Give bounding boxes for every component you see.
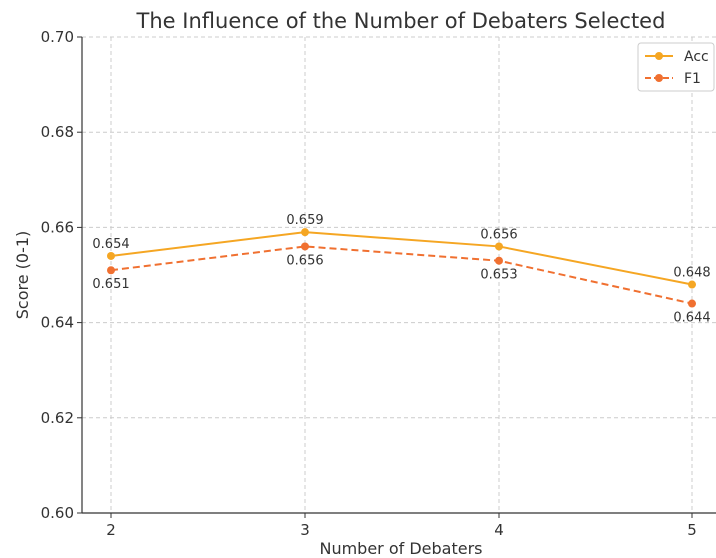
- legend-marker-acc: [655, 52, 663, 60]
- series-line-acc: [110, 231, 693, 286]
- data-point-acc: [301, 228, 309, 237]
- data-label-acc: 0.656: [480, 227, 517, 242]
- data-label-acc: 0.659: [286, 213, 323, 228]
- data-point-acc: [107, 251, 115, 260]
- data-label-f1: 0.653: [480, 268, 517, 283]
- data-point-acc: [688, 280, 696, 289]
- data-point-acc: [495, 242, 503, 251]
- x-axis-ticks: 2 3 4 5: [106, 513, 697, 539]
- data-label-f1: 0.644: [673, 311, 710, 326]
- x-tick-label: 2: [106, 521, 116, 539]
- y-tick-label: 0.66: [41, 218, 74, 236]
- y-tick-label: 0.64: [41, 314, 74, 332]
- data-label-f1: 0.656: [286, 253, 323, 268]
- x-tick-label: 5: [687, 521, 697, 539]
- data-point-f1: [301, 242, 309, 251]
- grid-lines: [82, 36, 716, 514]
- y-tick-label: 0.60: [41, 504, 74, 522]
- legend-marker-f1: [655, 74, 663, 82]
- legend-items: Acc F1: [645, 49, 709, 87]
- data-label-f1: 0.651: [92, 277, 129, 292]
- x-tick-label: 3: [300, 521, 310, 539]
- series-group: [107, 228, 696, 308]
- y-tick-label: 0.62: [41, 409, 74, 427]
- data-point-f1: [495, 256, 503, 265]
- chart-title: The Influence of the Number of Debaters …: [136, 9, 666, 33]
- y-axis-label: Score (0-1): [13, 231, 32, 320]
- legend: Acc F1: [637, 42, 715, 92]
- data-point-f1: [107, 266, 115, 275]
- legend-label-f1: F1: [684, 71, 701, 87]
- legend-label-acc: Acc: [684, 49, 709, 65]
- x-axis-label: Number of Debaters: [319, 539, 482, 558]
- data-label-acc: 0.648: [673, 266, 710, 281]
- data-label-acc: 0.654: [92, 237, 129, 252]
- y-tick-label: 0.68: [41, 123, 74, 141]
- y-tick-label: 0.70: [41, 28, 74, 46]
- data-labels: 0.654 0.659 0.656 0.648 0.651 0.656 0.653 0.644: [92, 213, 710, 325]
- x-tick-label: 4: [494, 521, 504, 539]
- y-axis-ticks: 0.60 0.62 0.64 0.66 0.68 0.70: [41, 28, 82, 522]
- series-line-f1: [110, 245, 693, 305]
- data-point-f1: [688, 299, 696, 308]
